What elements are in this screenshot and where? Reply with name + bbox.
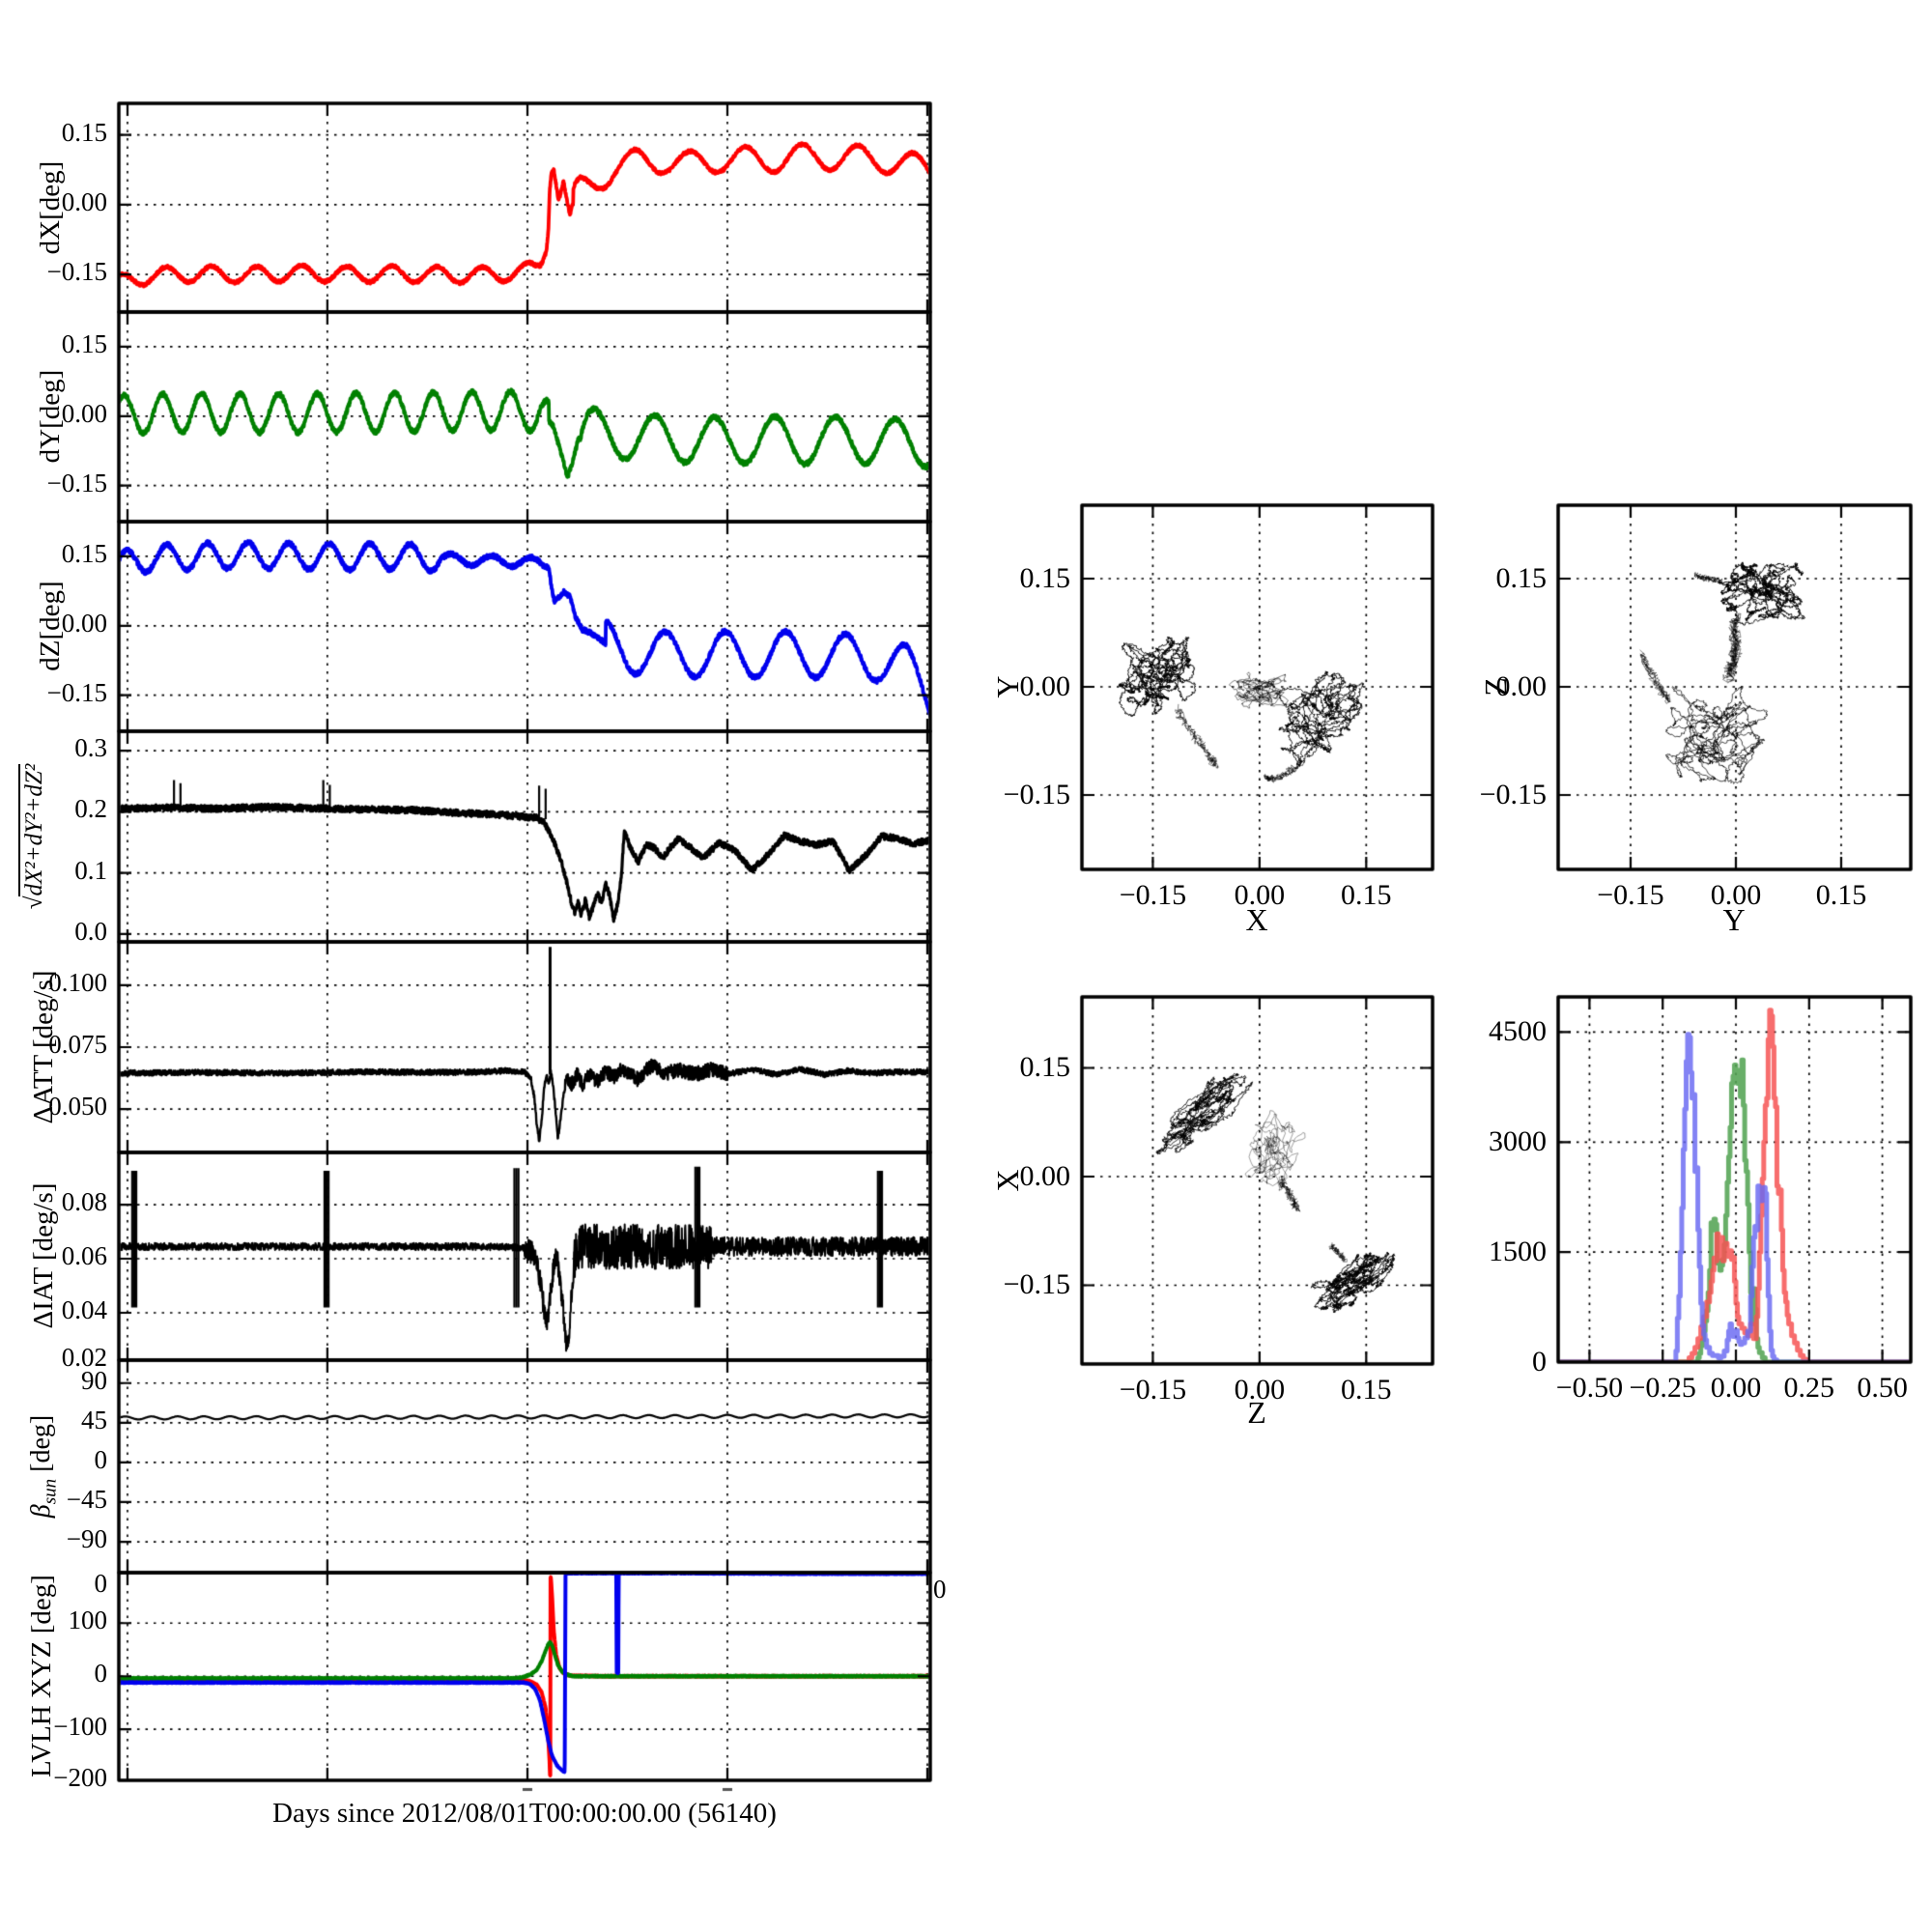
ylabel-diat: ΔIAT [deg/s] xyxy=(28,1182,59,1329)
xtick-label-scatter_xy-1: 0.00 xyxy=(1234,879,1286,911)
ytick-label-scatter_xy-2: −0.15 xyxy=(1003,779,1070,811)
xtick-label-scatter_zx-1: 0.00 xyxy=(1234,1374,1286,1406)
xtick-label-hist-0: −0.50 xyxy=(1555,1372,1624,1404)
xtick-label-hist-3: 0.25 xyxy=(1783,1372,1835,1404)
ytick-label-mag-3: 0.0 xyxy=(74,916,107,946)
ytick-label-dx-1: 0.00 xyxy=(61,186,107,216)
time-axis-label: Days since 2012/08/01T00:00:00.00 (56140… xyxy=(272,1798,777,1829)
ylabel-scatter_zx: X xyxy=(990,1169,1025,1192)
ytick-label-beta-3: −45 xyxy=(66,1484,107,1514)
ytick-label-scatter_yz-1: 0.00 xyxy=(1495,670,1548,702)
ytick-label-lvlh-1: 0 xyxy=(94,1659,108,1689)
ytick-label-scatter_zx-1: 0.00 xyxy=(1019,1159,1071,1192)
ytick-label-dy-2: −0.15 xyxy=(46,468,107,497)
ytick-label-diat-2: 0.04 xyxy=(61,1295,107,1324)
ytick-label-beta-0: 90 xyxy=(81,1365,107,1395)
ytick-label-diat-3: 0.02 xyxy=(61,1343,107,1372)
ylabel-scatter_yz: Z xyxy=(1478,677,1513,696)
ytick-label-lvlh-2: −100 xyxy=(53,1712,107,1742)
ytick-label-scatter_zx-2: −0.15 xyxy=(1003,1268,1070,1301)
ytick-label-dz-0: 0.15 xyxy=(61,538,107,568)
xtick-label-hist-4: 0.50 xyxy=(1857,1372,1908,1404)
ytick-label-mag-2: 0.1 xyxy=(74,855,107,885)
ytick-label-beta-2: 0 xyxy=(94,1444,108,1474)
ytick-label-hist-3: 4500 xyxy=(1489,1015,1547,1048)
xtick-label-hist-2: 0.00 xyxy=(1710,1372,1762,1404)
xtick-label-scatter_yz-1: 0.00 xyxy=(1710,879,1762,911)
xtick-label-scatter_xy-2: 0.15 xyxy=(1341,879,1392,911)
ytick-label-hist-2: 3000 xyxy=(1489,1125,1547,1158)
ytick-label-scatter_xy-1: 0.00 xyxy=(1019,670,1071,702)
ytick-label-diat-0: 0.08 xyxy=(61,1187,107,1217)
xtick-label-scatter_zx-2: 0.15 xyxy=(1341,1374,1392,1406)
ytick-label-scatter_xy-0: 0.15 xyxy=(1019,562,1071,594)
ytick-label-lvlh-0: 100 xyxy=(68,1605,108,1635)
ytick-label-mag-0: 0.3 xyxy=(74,733,107,763)
extra-label-lvlh-1: 0 xyxy=(933,1575,947,1604)
ytick-label-lvlh-3: −200 xyxy=(53,1763,107,1792)
ytick-label-beta-1: 45 xyxy=(81,1405,107,1435)
ytick-label-hist-0: 0 xyxy=(1532,1346,1547,1378)
xlabel-scatter_zx: Z xyxy=(1247,1395,1266,1430)
ytick-label-dz-2: −0.15 xyxy=(46,677,107,707)
ytick-label-scatter_yz-2: −0.15 xyxy=(1479,779,1547,811)
ytick-label-scatter_zx-0: 0.15 xyxy=(1019,1051,1071,1084)
ytick-label-dx-0: 0.15 xyxy=(61,117,107,147)
xtick-label-scatter_yz-2: 0.15 xyxy=(1815,879,1867,911)
ytick-label-mag-1: 0.2 xyxy=(74,794,107,824)
ytick-label-dz-1: 0.00 xyxy=(61,608,107,638)
xtick-label-scatter_yz-0: −0.15 xyxy=(1597,879,1664,911)
ytick-label-dx-2: −0.15 xyxy=(46,257,107,287)
ytick-label-dy-0: 0.15 xyxy=(61,328,107,358)
xtick-label-scatter_zx-0: −0.15 xyxy=(1119,1374,1187,1406)
xtick-label-hist-1: −0.25 xyxy=(1629,1372,1696,1404)
ylabel-scatter_xy: Y xyxy=(990,675,1025,698)
ytick-label-scatter_yz-0: 0.15 xyxy=(1495,562,1548,594)
xlabel-scatter_xy: X xyxy=(1245,902,1268,937)
xlabel-scatter_yz: Y xyxy=(1722,902,1746,937)
ytick-label-datt-0: 0.100 xyxy=(48,967,107,997)
ytick-label-beta-4: −90 xyxy=(66,1524,107,1554)
ytick-label-datt-2: 0.050 xyxy=(48,1092,107,1122)
ytick-label-datt-1: 0.075 xyxy=(48,1030,107,1059)
xtick-label-scatter_xy-0: −0.15 xyxy=(1119,879,1187,911)
extra-label-lvlh-0: 0 xyxy=(94,1569,108,1598)
ytick-label-diat-1: 0.06 xyxy=(61,1241,107,1271)
ylabel-dx: dX[deg] xyxy=(35,160,66,255)
ylabel-dy: dY[deg] xyxy=(35,369,66,464)
ytick-label-dy-1: 0.00 xyxy=(61,398,107,428)
ytick-label-hist-1: 1500 xyxy=(1489,1236,1547,1268)
